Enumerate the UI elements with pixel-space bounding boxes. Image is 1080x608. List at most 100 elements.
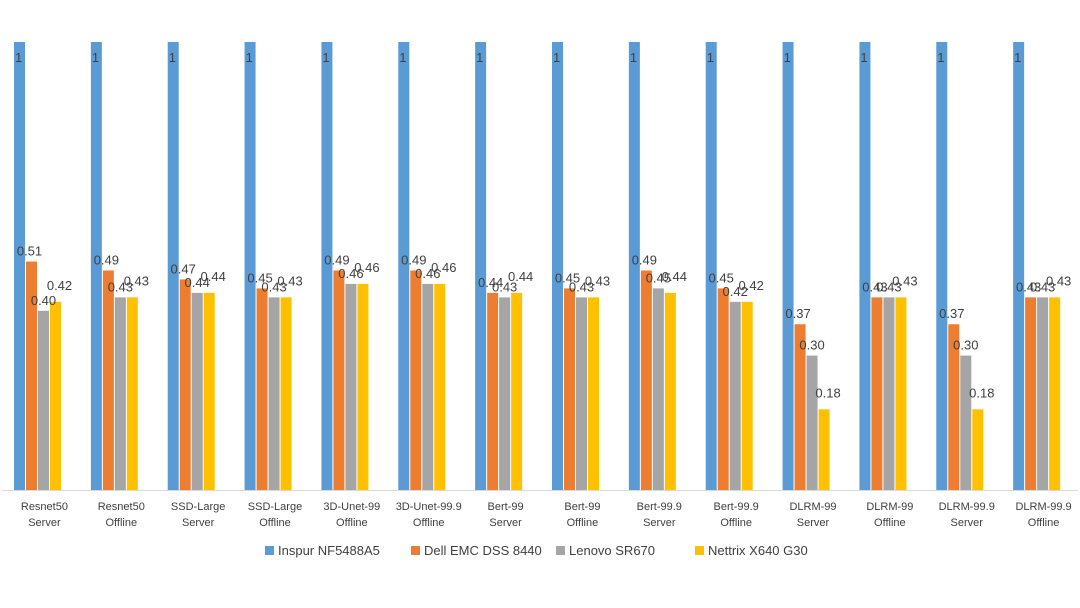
data-label-4-1: 0.42	[47, 278, 72, 293]
x-tick-label-4-line-2: Offline	[259, 517, 291, 529]
bar-1-7	[475, 42, 487, 490]
legend-swatch-3	[556, 546, 565, 555]
x-tick-label-10-line-1: Bert-99.9	[714, 501, 759, 513]
bar-4-8	[588, 297, 599, 490]
data-label-1-10: 1	[707, 50, 714, 65]
bar-2-6	[410, 270, 422, 490]
legend: Inspur NF5488A5 Dell EMC DSS 8440 Lenovo S…	[265, 543, 808, 558]
data-label-4-7: 0.44	[508, 269, 533, 284]
bar-3-8	[576, 297, 587, 490]
data-label-4-5: 0.46	[354, 260, 379, 275]
bar-1-4	[244, 42, 256, 490]
data-label-1-7: 1	[476, 50, 483, 65]
bar-3-4	[268, 297, 280, 490]
data-label-1-2: 1	[92, 50, 99, 65]
data-label-1-1: 1	[15, 50, 22, 65]
data-label-3-1: 0.40	[31, 293, 56, 308]
data-label-2-8: 0.45	[555, 270, 580, 285]
x-tick-label-5-line-1: 3D-Unet-99	[323, 501, 380, 513]
data-label-4-9: 0.44	[662, 269, 687, 284]
bar-3-1	[38, 310, 49, 490]
bar-3-13	[960, 355, 972, 490]
data-label-1-6: 1	[399, 50, 406, 65]
bar-4-13	[972, 409, 984, 490]
bar-4-10	[741, 301, 753, 490]
data-label-2-14: 0.43	[1016, 279, 1041, 294]
bar-2-11	[794, 324, 806, 490]
data-label-1-9: 1	[630, 50, 637, 65]
bar-3-12	[883, 297, 895, 490]
data-label-4-2: 0.43	[124, 273, 149, 288]
data-label-3-12: 0.43	[876, 279, 901, 294]
bar-1-8	[552, 42, 563, 490]
x-tick-label-3-line-2: Server	[182, 517, 215, 529]
data-label-1-8: 1	[553, 50, 560, 65]
data-label-3-14: 0.43	[1030, 279, 1055, 294]
x-tick-label-6-line-1: 3D-Unet-99.9	[396, 501, 462, 513]
data-label-1-11: 1	[784, 50, 791, 65]
data-label-3-6: 0.46	[415, 266, 440, 281]
data-label-2-12: 0.43	[862, 279, 887, 294]
x-tick-label-14-line-1: DLRM-99.9	[1015, 501, 1071, 513]
data-label-2-9: 0.49	[632, 252, 657, 267]
bar-4-6	[434, 283, 446, 490]
bar-2-3	[179, 279, 191, 490]
x-tick-label-12-line-2: Offline	[874, 517, 906, 529]
bar-1-3	[167, 42, 179, 490]
bar-1-14	[1013, 42, 1025, 490]
data-label-4-14: 0.43	[1046, 273, 1071, 288]
bar-1-11	[782, 42, 794, 490]
bar-3-11	[806, 355, 818, 490]
bar-2-12	[871, 297, 883, 490]
data-label-3-10: 0.42	[723, 284, 748, 299]
x-tick-label-2-line-1: Resnet50	[98, 501, 145, 513]
data-label-3-9: 0.45	[646, 270, 671, 285]
data-label-1-4: 1	[246, 50, 253, 65]
data-label-2-7: 0.44	[478, 275, 503, 290]
data-label-4-13: 0.18	[969, 385, 994, 400]
bar-1-1	[14, 42, 25, 490]
x-tick-label-13-line-2: Server	[951, 517, 984, 529]
legend-label-4: Nettrix X640 G30	[708, 543, 808, 558]
x-tick-label-7-line-1: Bert-99	[488, 501, 524, 513]
data-label-2-1: 0.51	[17, 244, 42, 259]
data-label-1-13: 1	[937, 50, 944, 65]
legend-swatch-2	[411, 546, 420, 555]
bar-3-3	[191, 292, 203, 490]
data-label-1-12: 1	[860, 50, 867, 65]
bar-3-7	[499, 297, 511, 490]
x-tick-label-7-line-2: Server	[489, 517, 522, 529]
bar-4-7	[511, 292, 523, 490]
data-label-3-8: 0.43	[569, 279, 594, 294]
data-label-3-11: 0.30	[799, 338, 824, 353]
data-labels-layer: 10.510.400.4210.490.430.4310.470.440.441…	[15, 50, 1071, 400]
bar-4-12	[895, 297, 907, 490]
x-tick-label-5-line-2: Offline	[336, 517, 368, 529]
bar-4-9	[664, 292, 676, 490]
data-label-4-11: 0.18	[815, 385, 840, 400]
bar-1-6	[398, 42, 410, 490]
bar-1-5	[321, 42, 333, 490]
bar-2-10	[717, 288, 729, 490]
x-tick-label-11-line-2: Server	[797, 517, 830, 529]
data-label-4-12: 0.43	[892, 273, 917, 288]
legend-label-1: Inspur NF5488A5	[278, 543, 380, 558]
x-tick-label-3-line-1: SSD-Large	[171, 501, 225, 513]
data-label-2-4: 0.45	[247, 270, 272, 285]
x-tick-label-9-line-2: Server	[643, 517, 676, 529]
data-label-4-4: 0.43	[277, 273, 302, 288]
bar-3-9	[652, 288, 664, 490]
bar-2-1	[26, 261, 37, 490]
x-tick-label-12-line-1: DLRM-99	[866, 501, 913, 513]
x-tick-label-11-line-1: DLRM-99	[789, 501, 836, 513]
data-label-4-10: 0.42	[739, 278, 764, 293]
data-label-3-4: 0.43	[261, 279, 286, 294]
legend-swatch-1	[265, 546, 274, 555]
bar-2-8	[564, 288, 575, 490]
legend-label-2: Dell EMC DSS 8440	[424, 543, 542, 558]
data-label-2-13: 0.37	[939, 306, 964, 321]
legend-swatch-4	[695, 546, 704, 555]
bar-2-14	[1025, 297, 1037, 490]
bar-2-13	[948, 324, 960, 490]
